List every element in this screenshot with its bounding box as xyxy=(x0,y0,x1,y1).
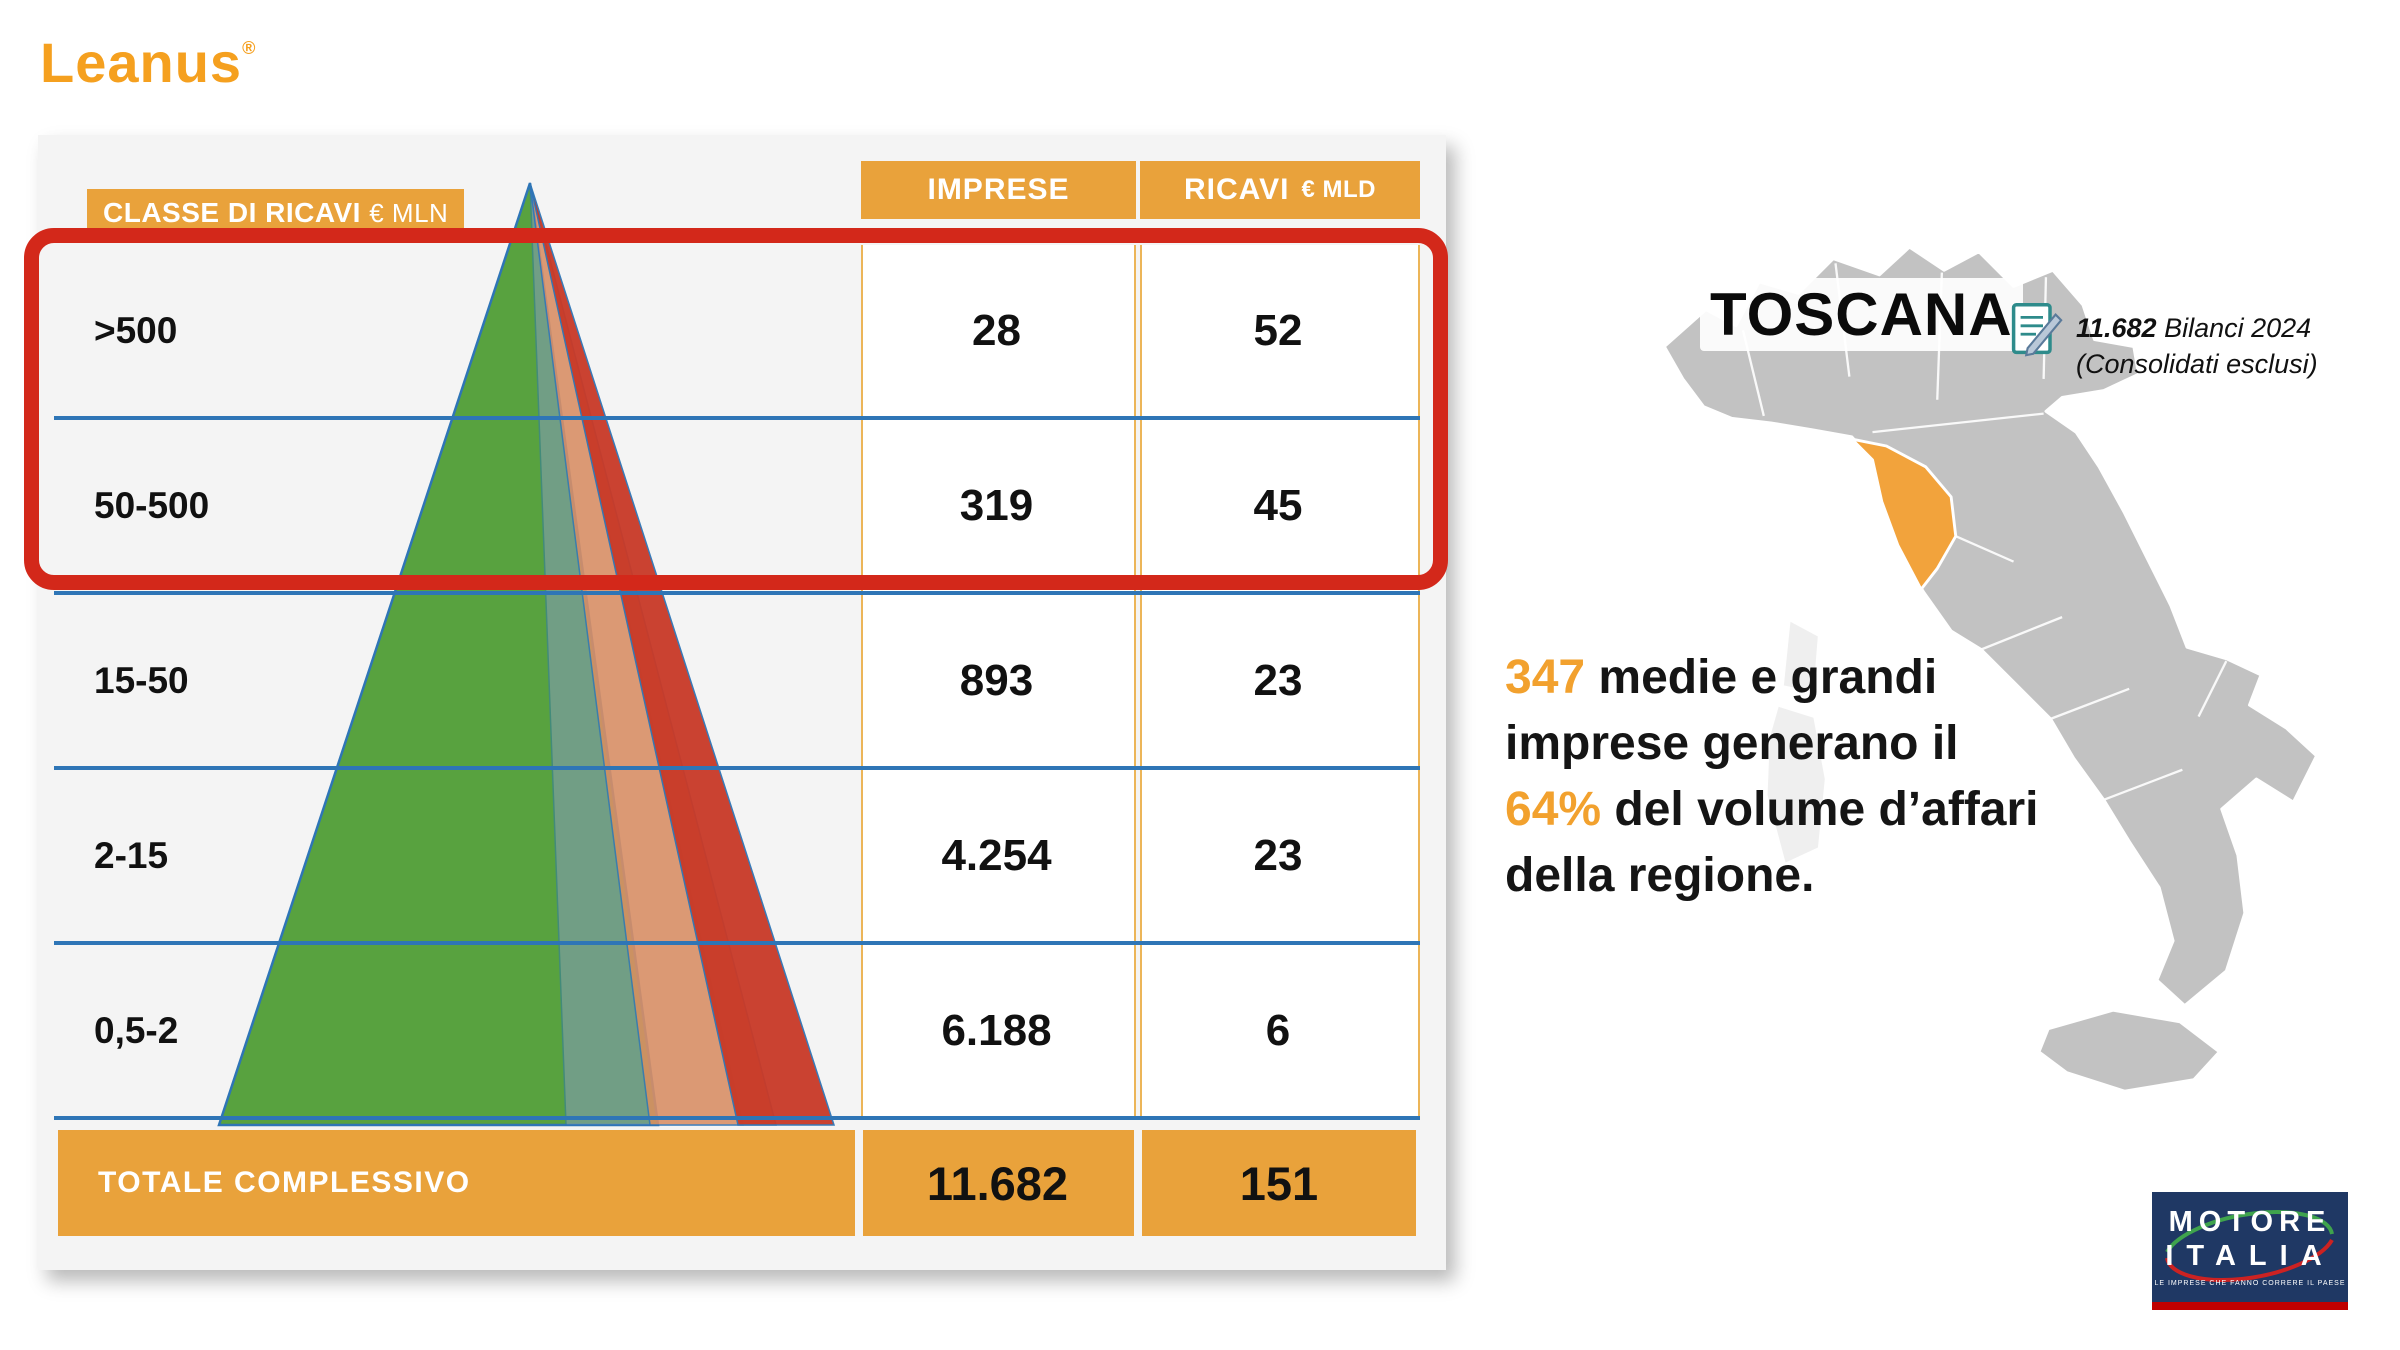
motore-tagline: LE IMPRESE CHE FANNO CORRERE IL PAESE xyxy=(2154,1280,2346,1287)
callout-text: 347 medie e grandi imprese generano il 6… xyxy=(1505,645,2165,909)
footer-separator xyxy=(1134,1130,1142,1236)
motore-line1: MOTORE xyxy=(2168,1206,2332,1238)
table-body: >500 28 52 50-500 319 45 15-50 893 23 2-… xyxy=(54,245,1420,1120)
ricavi-value: 23 xyxy=(1253,655,1303,705)
bilanci-count: 11.682 xyxy=(2076,313,2157,343)
ricavi-value: 45 xyxy=(1253,480,1303,530)
row-label: 0,5-2 xyxy=(94,1009,179,1051)
imprese-value: 4.254 xyxy=(941,830,1052,880)
callout-line3: del volume d’affari xyxy=(1601,783,2039,836)
class-header-unit: € MLN xyxy=(369,198,449,228)
column-header-ricavi-label: RICAVI xyxy=(1184,173,1290,206)
sardinia xyxy=(1764,703,1828,867)
document-pencil-icon xyxy=(2008,300,2064,360)
bilanci-note-line2: (Consolidati esclusi) xyxy=(2076,349,2318,379)
table-card: CLASSE DI RICAVI € MLN IMPRESE RICAVI € … xyxy=(38,135,1446,1270)
column-header-imprese-label: IMPRESE xyxy=(927,173,1070,206)
total-row: TOTALE COMPLESSIVO 11.682 151 xyxy=(58,1130,1416,1236)
table-row: >500 28 52 xyxy=(54,245,1420,420)
italy-map-svg xyxy=(1662,245,2318,1093)
motore-logo-swoosh xyxy=(2165,1210,2334,1282)
table-row: 15-50 893 23 xyxy=(54,595,1420,770)
imprese-column-strip xyxy=(861,245,1136,1120)
callout-line1: medie e grandi xyxy=(1585,651,1938,704)
table-row: 0,5-2 6.188 6 xyxy=(54,945,1420,1120)
ricavi-value: 52 xyxy=(1253,305,1303,355)
table-row: 2-15 4.254 23 xyxy=(54,770,1420,945)
motore-italia-logo: MOTORE ITALIA LE IMPRESE CHE FANNO CORRE… xyxy=(2152,1192,2348,1310)
callout-number-percent: 64% xyxy=(1505,783,1602,836)
corsica xyxy=(1780,617,1821,696)
motore-line2: ITALIA xyxy=(2165,1240,2335,1272)
row-label: >500 xyxy=(94,309,178,351)
callout-line4: della regione. xyxy=(1505,849,1815,902)
ricavi-value: 6 xyxy=(1265,1005,1291,1055)
bilanci-note-line1: 11.682 Bilanci 2024 xyxy=(2076,310,2400,346)
region-borders xyxy=(1741,263,2228,801)
region-title: TOSCANA xyxy=(1700,278,2023,351)
imprese-value: 319 xyxy=(959,480,1034,530)
imprese-value: 893 xyxy=(959,655,1034,705)
ricavi-value: 23 xyxy=(1253,830,1303,880)
column-header-ricavi: RICAVI € MLD xyxy=(1140,161,1420,219)
ricavi-column-strip xyxy=(1140,245,1420,1120)
class-header-label: CLASSE DI RICAVI xyxy=(103,197,361,228)
highlight-box xyxy=(24,228,1448,590)
row-label: 50-500 xyxy=(94,484,210,526)
table-row: 50-500 319 45 xyxy=(54,420,1420,595)
row-label: 15-50 xyxy=(94,659,189,701)
total-ricavi-value: 151 xyxy=(1239,1156,1319,1210)
column-header-ricavi-unit: € MLD xyxy=(1301,176,1376,203)
motore-red-bar xyxy=(2152,1302,2348,1310)
footer-separator xyxy=(855,1130,863,1236)
row-label: 2-15 xyxy=(94,834,169,876)
bilanci-label: Bilanci 2024 xyxy=(2156,313,2312,343)
imprese-value: 28 xyxy=(972,305,1021,355)
total-label: TOTALE COMPLESSIVO xyxy=(98,1166,471,1199)
leanus-logo-text: Leanus xyxy=(40,31,243,94)
callout-line2: imprese generano il xyxy=(1505,717,1959,770)
sicily xyxy=(2037,1008,2222,1093)
imprese-value: 6.188 xyxy=(941,1005,1052,1055)
toscana-region xyxy=(1850,437,1958,591)
registered-mark: ® xyxy=(242,38,257,58)
column-header-imprese: IMPRESE xyxy=(861,161,1136,219)
bilanci-note: 11.682 Bilanci 2024 (Consolidati esclusi… xyxy=(2076,310,2400,382)
italy-map xyxy=(1595,158,2335,1178)
total-imprese-value: 11.682 xyxy=(926,1156,1069,1210)
callout-number-imprese: 347 xyxy=(1505,651,1586,704)
leanus-logo: Leanus® xyxy=(40,30,256,95)
